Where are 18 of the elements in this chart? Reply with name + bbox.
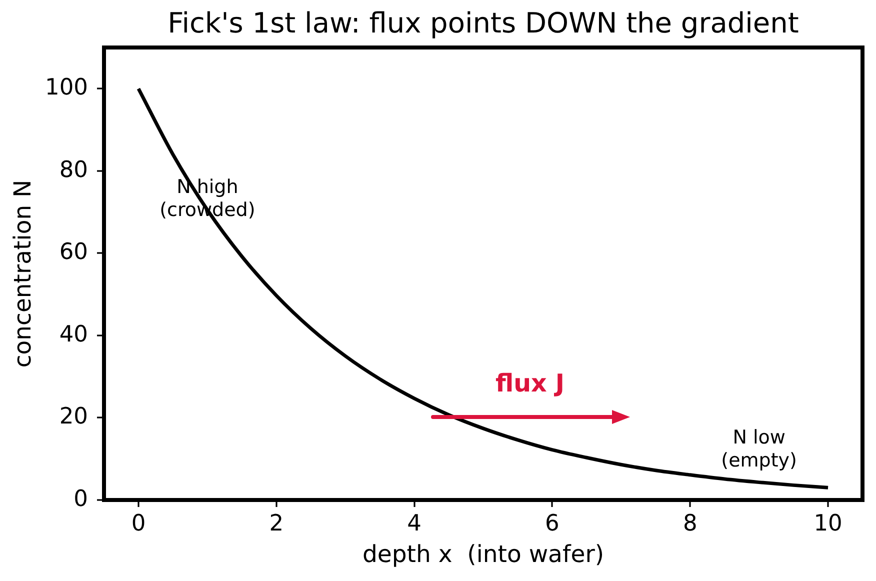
y-tick-label: 80 bbox=[59, 156, 88, 183]
x-tick-label: 8 bbox=[682, 510, 698, 536]
y-tick-label: 40 bbox=[59, 321, 88, 348]
x-tick-label: 10 bbox=[814, 510, 842, 536]
y-tick-label: 0 bbox=[74, 486, 88, 512]
x-tick-label: 4 bbox=[407, 510, 422, 536]
y-tick-label: 20 bbox=[59, 404, 88, 430]
annotation: N low (empty) bbox=[721, 426, 797, 472]
line-series bbox=[136, 86, 830, 490]
x-tick-label: 6 bbox=[545, 510, 560, 536]
annotation: flux J bbox=[495, 368, 565, 398]
y-axis-title: concentration N bbox=[8, 180, 37, 368]
x-axis-title: depth x (into wafer) bbox=[362, 540, 604, 568]
chart-title: Fick's 1st law: flux points DOWN the gradient bbox=[168, 6, 799, 40]
y-tick-label: 60 bbox=[59, 239, 88, 266]
x-tick-label: 2 bbox=[269, 510, 284, 536]
x-tick-label: 0 bbox=[131, 510, 146, 536]
y-tick-label: 100 bbox=[45, 74, 88, 100]
